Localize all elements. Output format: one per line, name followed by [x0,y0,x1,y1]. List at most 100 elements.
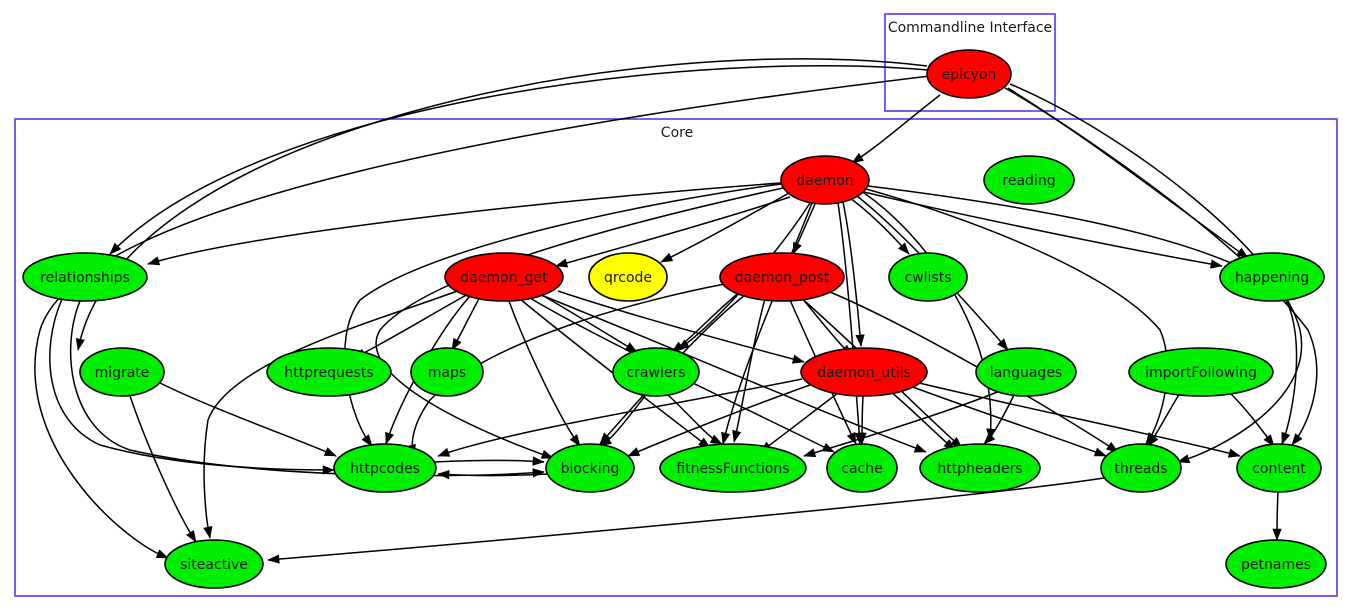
node-httpcodes[interactable]: httpcodes [333,443,437,493]
node-shape[interactable] [719,252,845,302]
node-content[interactable]: content [1236,443,1322,493]
node-languages[interactable]: languages [975,347,1077,397]
node-shape[interactable] [410,347,484,397]
node-shape[interactable] [79,347,165,397]
node-shape[interactable] [659,443,807,493]
nodes-layer: epicyon daemon reading relationships daemon_… [22,49,1327,589]
node-siteactive[interactable]: siteactive [164,539,264,589]
edge-line [909,385,1107,457]
edge-daemon-to-daemon_utils [842,201,865,347]
edge-daemon_get-to-siteactive [203,289,461,539]
node-shape[interactable] [333,443,437,493]
node-label: happening [1235,270,1309,286]
node-httpheaders[interactable]: httpheaders [919,443,1041,493]
node-label: petnames [1241,557,1311,573]
edge-relationships-to-httpcodes [49,298,335,475]
cluster-label: Core [661,125,693,141]
node-reading[interactable]: reading [983,155,1075,205]
edge-line [801,297,853,357]
node-daemon_post[interactable]: daemon_post [719,252,845,302]
node-daemon_utils[interactable]: daemon_utils [800,347,928,397]
edge-arrowhead [660,252,674,263]
node-fitnessFunctions[interactable]: fitnessFunctions [659,443,807,493]
node-happening[interactable]: happening [1219,252,1325,302]
edge-languages-to-fitnessFunctions [803,390,1001,458]
node-label: daemon_post [735,270,830,286]
edge-line [849,197,910,255]
edge-arrowhead [361,434,373,447]
node-label: relationships [40,270,130,286]
edge-line [109,65,929,255]
node-shape[interactable] [983,155,1075,205]
node-migrate[interactable]: migrate [79,347,165,397]
node-label: epicyon [942,67,997,83]
node-qrcode[interactable]: qrcode [588,252,668,302]
node-petnames[interactable]: petnames [1225,539,1327,589]
node-blocking[interactable]: blocking [545,443,635,493]
node-label: daemon [796,173,853,189]
node-threads[interactable]: threads [1100,443,1182,493]
node-label: httpcodes [350,461,420,477]
edge-arrowhead [186,529,197,543]
node-shape[interactable] [1219,252,1325,302]
node-shape[interactable] [800,347,928,397]
node-crawlers[interactable]: crawlers [612,347,700,397]
edge-line [159,382,337,457]
edge-arrowhead [437,447,451,457]
node-relationships[interactable]: relationships [22,252,148,302]
node-httprequests[interactable]: httprequests [266,347,392,397]
node-shape[interactable] [1128,347,1274,397]
node-shape[interactable] [164,539,264,589]
edge-arrowhead [1227,448,1241,458]
edge-line [867,185,1298,445]
node-shape[interactable] [888,252,968,302]
node-shape[interactable] [1225,539,1327,589]
node-importFollowing[interactable]: importFollowing [1128,347,1274,397]
edge-line [557,290,805,363]
edge-daemon-to-daemon_get [555,196,791,268]
edge-relationships-to-blocking [69,300,545,478]
node-epicyon[interactable]: epicyon [926,49,1012,99]
edge-line [535,292,927,453]
edge-arrowhead [109,242,122,255]
edge-arrowhead [1147,434,1159,447]
node-shape[interactable] [919,443,1041,493]
node-label: importFollowing [1145,365,1257,381]
node-shape[interactable] [826,443,898,493]
edge-epicyon-to-relationships [109,65,929,255]
node-shape[interactable] [926,49,1012,99]
node-daemon_get[interactable]: daemon_get [444,252,564,302]
edge-arrowhead [624,342,638,353]
edge-daemon_get-to-crawlers [539,293,638,353]
node-shape[interactable] [975,347,1077,397]
cluster-label: Commandline Interface [888,20,1052,36]
node-cwlists[interactable]: cwlists [888,252,968,302]
edge-arrowhead [983,432,996,445]
node-shape[interactable] [545,443,635,493]
edge-line [914,381,1241,457]
edge-arrowhead [721,431,731,445]
edge-daemon-to-content [867,185,1298,445]
node-shape[interactable] [22,252,148,302]
edge-line [77,58,928,351]
edge-line [539,293,638,353]
node-shape[interactable] [1100,443,1182,493]
edge-arrowhead [203,526,213,539]
node-shape[interactable] [780,155,870,205]
node-shape[interactable] [1236,443,1322,493]
node-maps[interactable]: maps [410,347,484,397]
edge-line [344,183,782,447]
edge-arrowhead [323,447,337,457]
edge-daemon-to-relationships [147,182,782,266]
node-cache[interactable]: cache [826,443,898,493]
edge-arrowhead [532,468,545,478]
edge-crawlers-to-blocking [599,395,646,447]
node-shape[interactable] [266,347,392,397]
node-shape[interactable] [612,347,700,397]
node-shape[interactable] [444,252,564,302]
node-shape[interactable] [588,252,668,302]
edge-arrowhead [803,448,817,458]
node-daemon[interactable]: daemon [780,155,870,205]
